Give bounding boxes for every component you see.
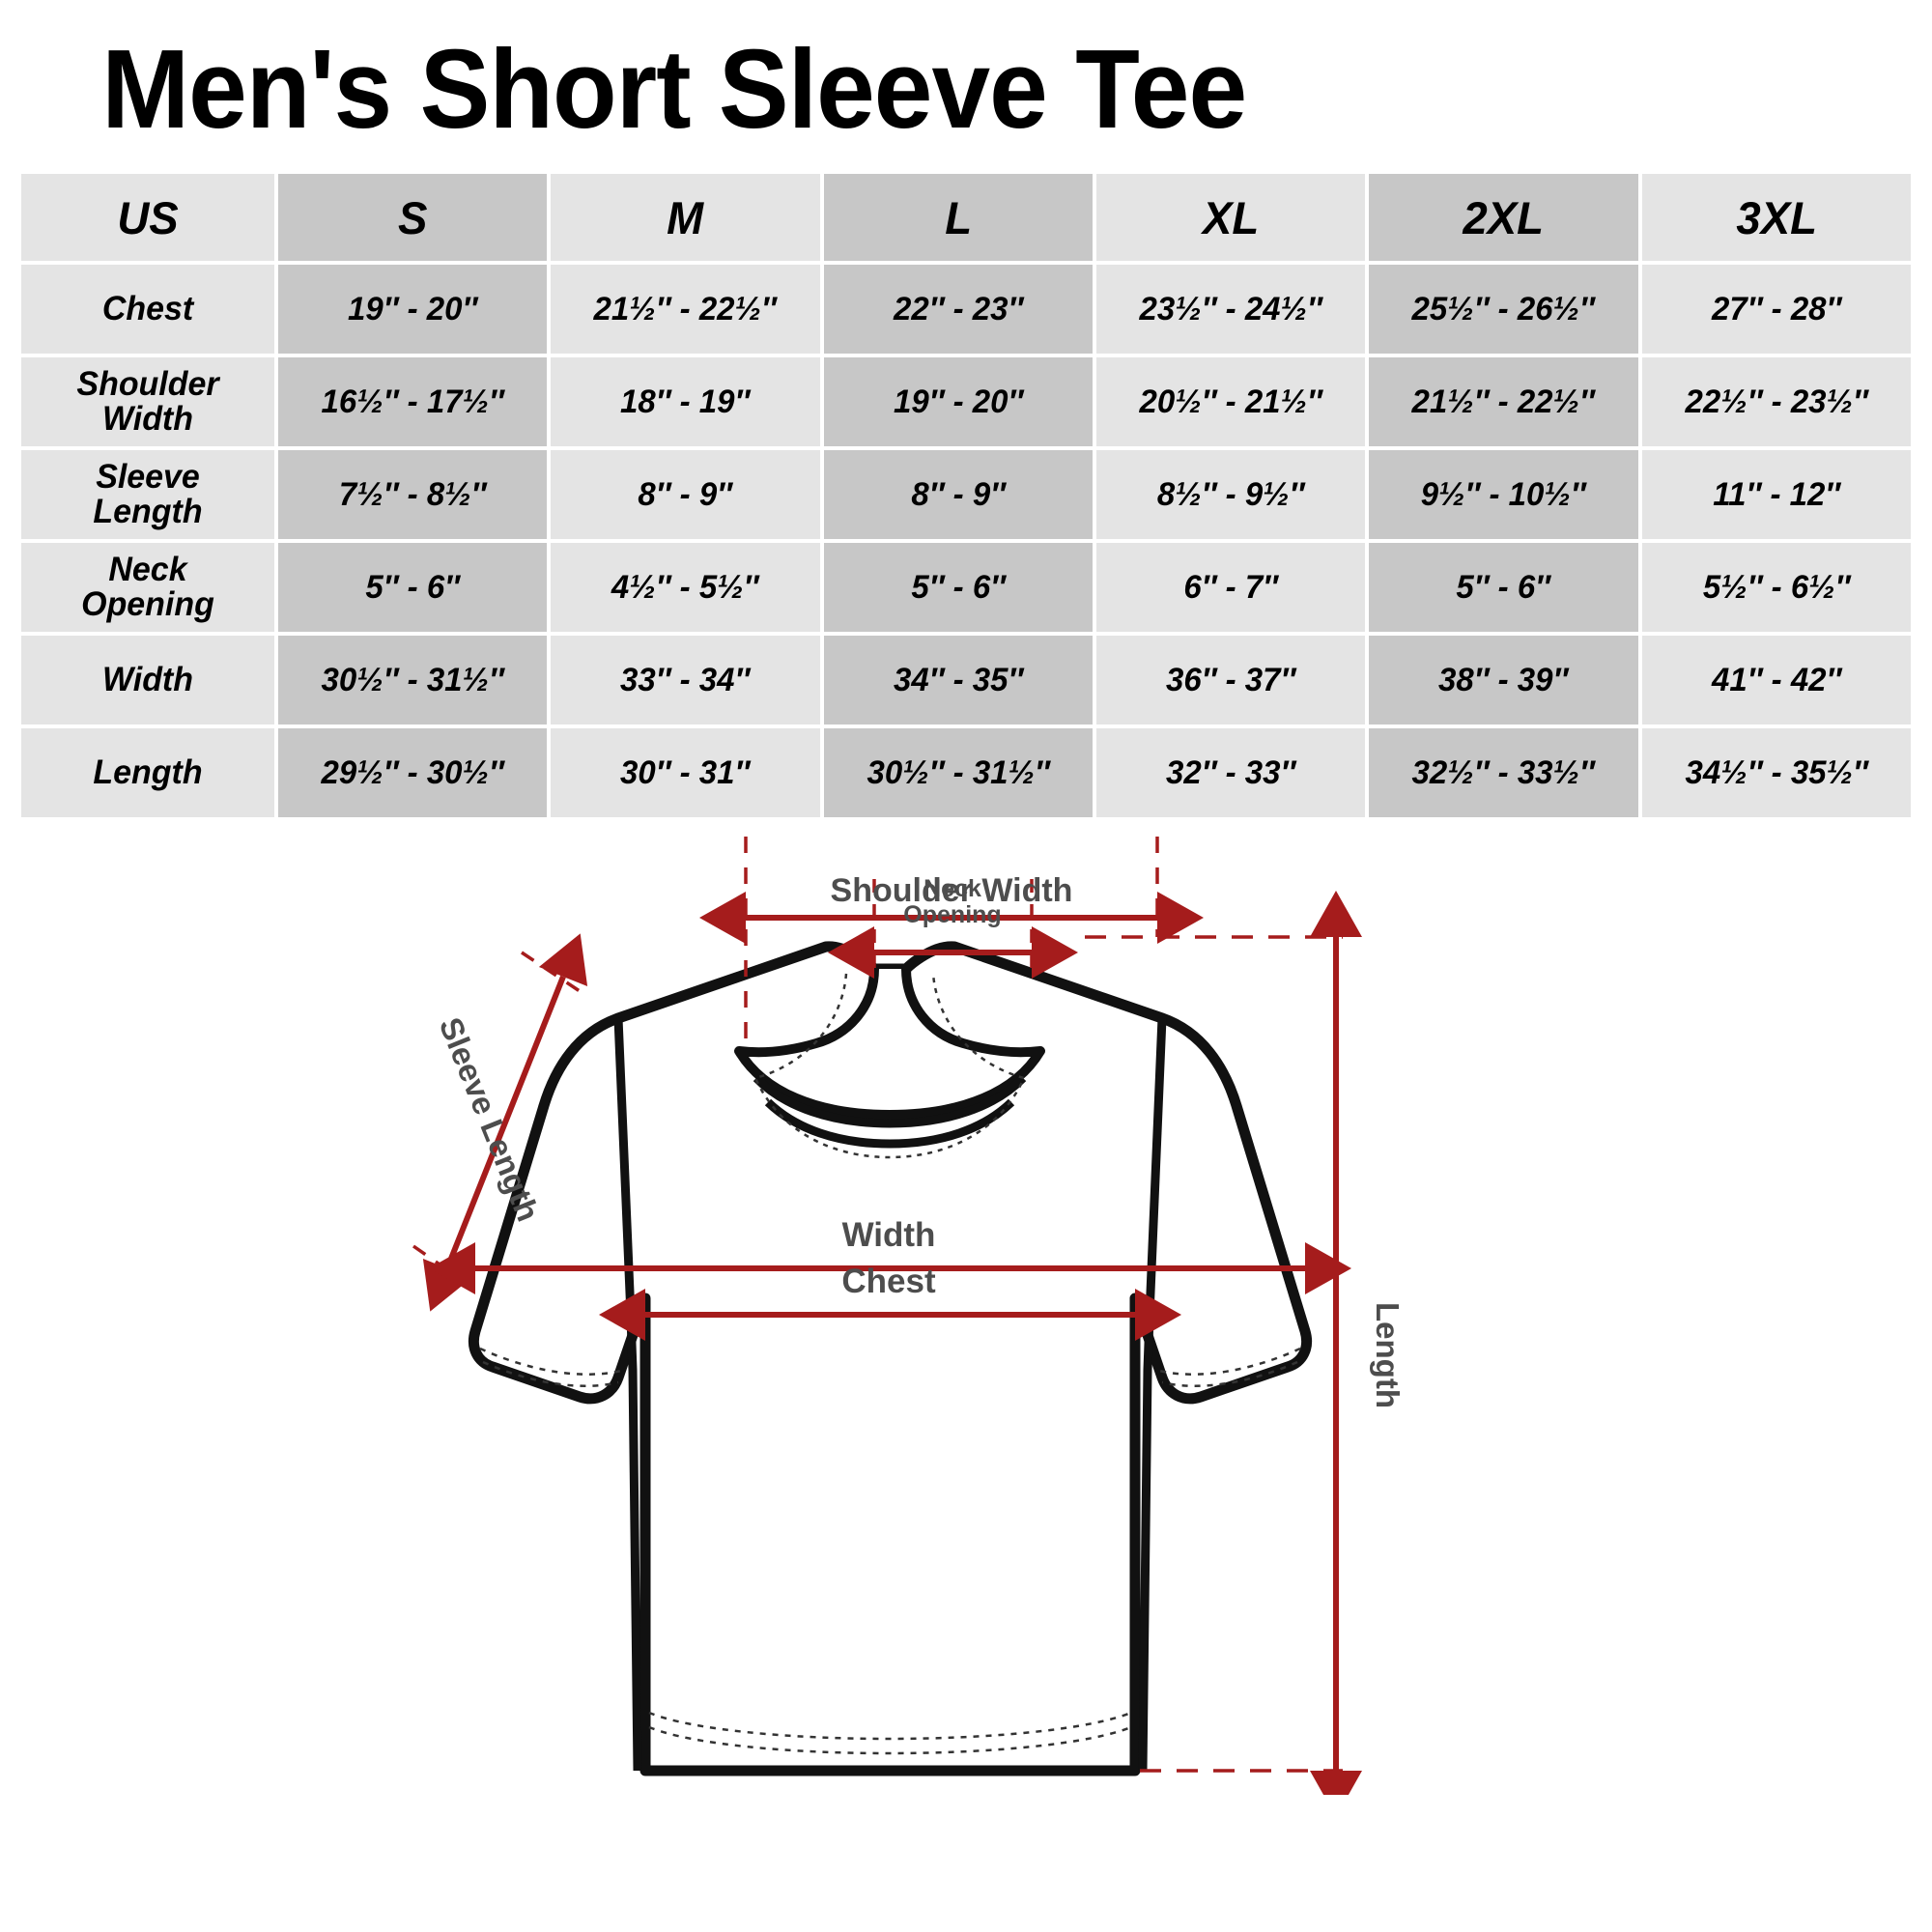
label-neck-opening-line1: Neck: [923, 875, 981, 902]
row-label-neck-opening: Neck Opening: [21, 543, 274, 632]
cell-width-s: 30½″ - 31½″: [278, 636, 548, 724]
cell-length-s: 29½″ - 30½″: [278, 728, 548, 817]
cell-sleeve-length-2xl: 9½″ - 10½″: [1369, 450, 1638, 539]
label-chest: Chest: [841, 1263, 936, 1300]
cell-chest-m: 21½″ - 22½″: [551, 265, 820, 354]
cell-shoulder-width-l: 19″ - 20″: [823, 357, 1093, 446]
cell-neck-opening-xl: 6″ - 7″: [1095, 543, 1366, 632]
cell-sleeve-length-s: 7½″ - 8½″: [278, 450, 548, 539]
cell-width-xl: 36″ - 37″: [1095, 636, 1366, 724]
cell-width-2xl: 38″ - 39″: [1369, 636, 1638, 724]
tshirt-measurement-diagram: Shoulder Width Neck Opening Sleeve Lengt…: [0, 829, 1932, 1795]
table-row: Neck Opening 5″ - 6″ 4½″ - 5½″ 5″ - 6″ 6″…: [21, 543, 1911, 632]
header-cell-size-0: S: [278, 174, 548, 261]
cell-shoulder-width-2xl: 21½″ - 22½″: [1369, 357, 1638, 446]
table-row: Width 30½″ - 31½″ 33″ - 34″ 34″ - 35″ 36…: [21, 636, 1911, 724]
label-sleeve-length: Sleeve Length: [433, 1012, 547, 1226]
cell-shoulder-width-m: 18″ - 19″: [551, 357, 820, 446]
row-label-length: Length: [21, 728, 274, 817]
header-row: US S M L XL 2XL 3XL: [21, 174, 1911, 261]
size-chart-table: US S M L XL 2XL 3XL Chest 19″ - 20″ 21½″…: [17, 170, 1915, 821]
cell-length-xl: 32″ - 33″: [1095, 728, 1366, 817]
header-cell-size-4: 2XL: [1369, 174, 1638, 261]
header-cell-size-1: M: [551, 174, 820, 261]
cell-chest-3xl: 27″ - 28″: [1641, 265, 1911, 354]
cell-length-2xl: 32½″ - 33½″: [1369, 728, 1638, 817]
cell-sleeve-length-3xl: 11″ - 12″: [1641, 450, 1911, 539]
cell-neck-opening-l: 5″ - 6″: [823, 543, 1093, 632]
cell-width-3xl: 41″ - 42″: [1641, 636, 1911, 724]
label-width: Width: [842, 1216, 936, 1254]
cell-neck-opening-m: 4½″ - 5½″: [551, 543, 820, 632]
cell-chest-s: 19″ - 20″: [278, 265, 548, 354]
arrow-sleeve-length: [422, 933, 588, 1312]
cell-shoulder-width-3xl: 22½″ - 23½″: [1641, 357, 1911, 446]
size-chart-container: US S M L XL 2XL 3XL Chest 19″ - 20″ 21½″…: [0, 145, 1932, 821]
cell-neck-opening-2xl: 5″ - 6″: [1369, 543, 1638, 632]
cell-length-l: 30½″ - 31½″: [823, 728, 1093, 817]
cell-width-m: 33″ - 34″: [551, 636, 820, 724]
table-row: Length 29½″ - 30½″ 30″ - 31″ 30½″ - 31½″…: [21, 728, 1911, 817]
header-cell-us: US: [21, 174, 274, 261]
size-chart-body: Chest 19″ - 20″ 21½″ - 22½″ 22″ - 23″ 23…: [21, 265, 1911, 817]
page-title: Men's Short Sleeve Tee: [101, 26, 1247, 152]
cell-chest-l: 22″ - 23″: [823, 265, 1093, 354]
row-label-width: Width: [21, 636, 274, 724]
row-label-sleeve-length: Sleeve Length: [21, 450, 274, 539]
label-neck-opening-line2: Opening: [903, 901, 1001, 928]
table-row: Chest 19″ - 20″ 21½″ - 22½″ 22″ - 23″ 23…: [21, 265, 1911, 354]
table-row: Sleeve Length 7½″ - 8½″ 8″ - 9″ 8″ - 9″ 8…: [21, 450, 1911, 539]
cell-sleeve-length-xl: 8½″ - 9½″: [1095, 450, 1366, 539]
cell-neck-opening-3xl: 5½″ - 6½″: [1641, 543, 1911, 632]
header-cell-size-2: L: [823, 174, 1093, 261]
cell-width-l: 34″ - 35″: [823, 636, 1093, 724]
label-shoulder-width: Shoulder Width: [831, 872, 1073, 909]
cell-sleeve-length-l: 8″ - 9″: [823, 450, 1093, 539]
size-chart-header: US S M L XL 2XL 3XL: [21, 174, 1911, 261]
cell-chest-2xl: 25½″ - 26½″: [1369, 265, 1638, 354]
cell-shoulder-width-xl: 20½″ - 21½″: [1095, 357, 1366, 446]
cell-chest-xl: 23½″ - 24½″: [1095, 265, 1366, 354]
cell-length-3xl: 34½″ - 35½″: [1641, 728, 1911, 817]
table-row: Shoulder Width 16½″ - 17½″ 18″ - 19″ 19″ …: [21, 357, 1911, 446]
cell-sleeve-length-m: 8″ - 9″: [551, 450, 820, 539]
label-length: Length: [1370, 1302, 1406, 1408]
row-label-chest: Chest: [21, 265, 274, 354]
cell-shoulder-width-s: 16½″ - 17½″: [278, 357, 548, 446]
cell-neck-opening-s: 5″ - 6″: [278, 543, 548, 632]
row-label-shoulder-width: Shoulder Width: [21, 357, 274, 446]
tshirt-outline-icon: [468, 941, 1313, 1776]
header-cell-size-5: 3XL: [1641, 174, 1911, 261]
cell-length-m: 30″ - 31″: [551, 728, 820, 817]
measure-arrows: [422, 891, 1362, 1795]
header-cell-size-3: XL: [1095, 174, 1366, 261]
